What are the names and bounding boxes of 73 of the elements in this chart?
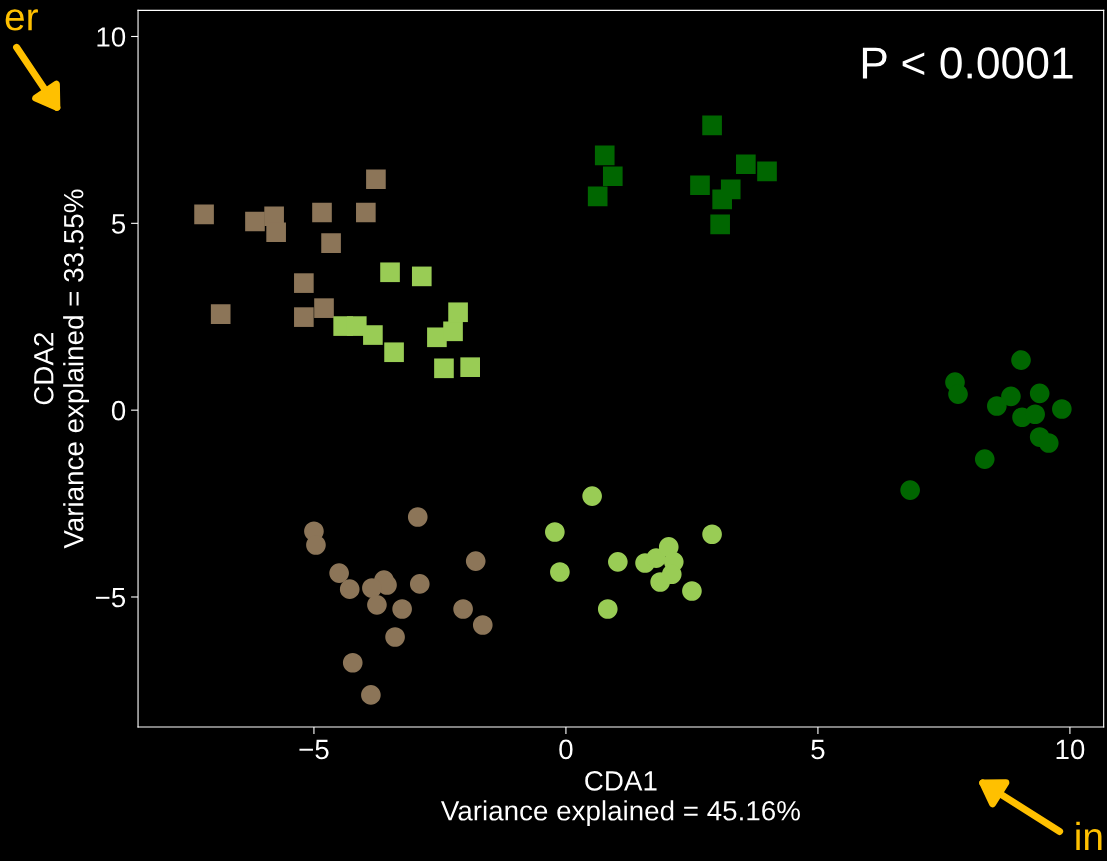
point [736,154,756,175]
point [545,522,565,542]
point [385,627,405,647]
y-tick-label: 0 [111,400,126,421]
text: in [1076,821,1102,850]
point [380,262,400,283]
point [266,222,286,243]
point [1001,386,1021,407]
point [587,186,608,207]
point [710,214,730,235]
point [434,358,454,379]
point [465,551,486,571]
point [210,304,231,324]
y-tick-label: −5 [95,587,126,608]
point [443,321,463,342]
point [948,384,968,404]
point [682,581,702,601]
point [342,652,363,673]
point [757,161,777,182]
point [392,599,412,619]
point [448,302,468,323]
point [650,572,670,592]
point [453,599,473,619]
point [294,273,314,293]
point [702,115,722,136]
point [306,535,326,555]
point [900,480,920,500]
y-axis-title: CDA2 Variance explained = 33.55% [33,189,90,549]
point [361,685,381,705]
x-axis-title: CDA1 Variance explained = 45.16% [440,771,800,827]
point [194,204,214,225]
point [460,357,480,378]
point [1025,404,1045,425]
x-tick-label: −5 [299,739,329,760]
point [321,233,341,253]
point [329,563,349,583]
point [582,486,602,506]
point [602,166,623,187]
point [363,325,383,345]
point [367,595,387,615]
point [1052,399,1072,419]
y-tick-label: 5 [111,214,126,234]
point [550,562,570,582]
point [362,578,382,598]
point [245,211,265,232]
point [974,449,995,469]
point [472,615,493,635]
text: er [5,9,38,31]
point [411,266,432,287]
point [597,599,618,619]
point [366,169,386,190]
point [384,342,404,363]
point [594,145,615,166]
point [339,579,360,599]
point [712,189,732,210]
point [1011,350,1031,370]
point [409,574,430,594]
point [407,507,428,527]
x-tick-label: 5 [811,739,825,760]
point [987,396,1007,416]
y-tick-label: 10 [97,27,126,47]
point [690,175,710,196]
point [314,298,334,318]
point [294,307,314,327]
point [1029,383,1050,404]
x-tick-label: 0 [559,739,573,760]
point [608,552,628,572]
point [1038,433,1059,453]
annotation: P < 0.0001 [862,47,1073,79]
point [356,202,376,223]
x-tick-label: 10 [1056,739,1085,760]
point [702,524,722,545]
point [312,202,332,223]
